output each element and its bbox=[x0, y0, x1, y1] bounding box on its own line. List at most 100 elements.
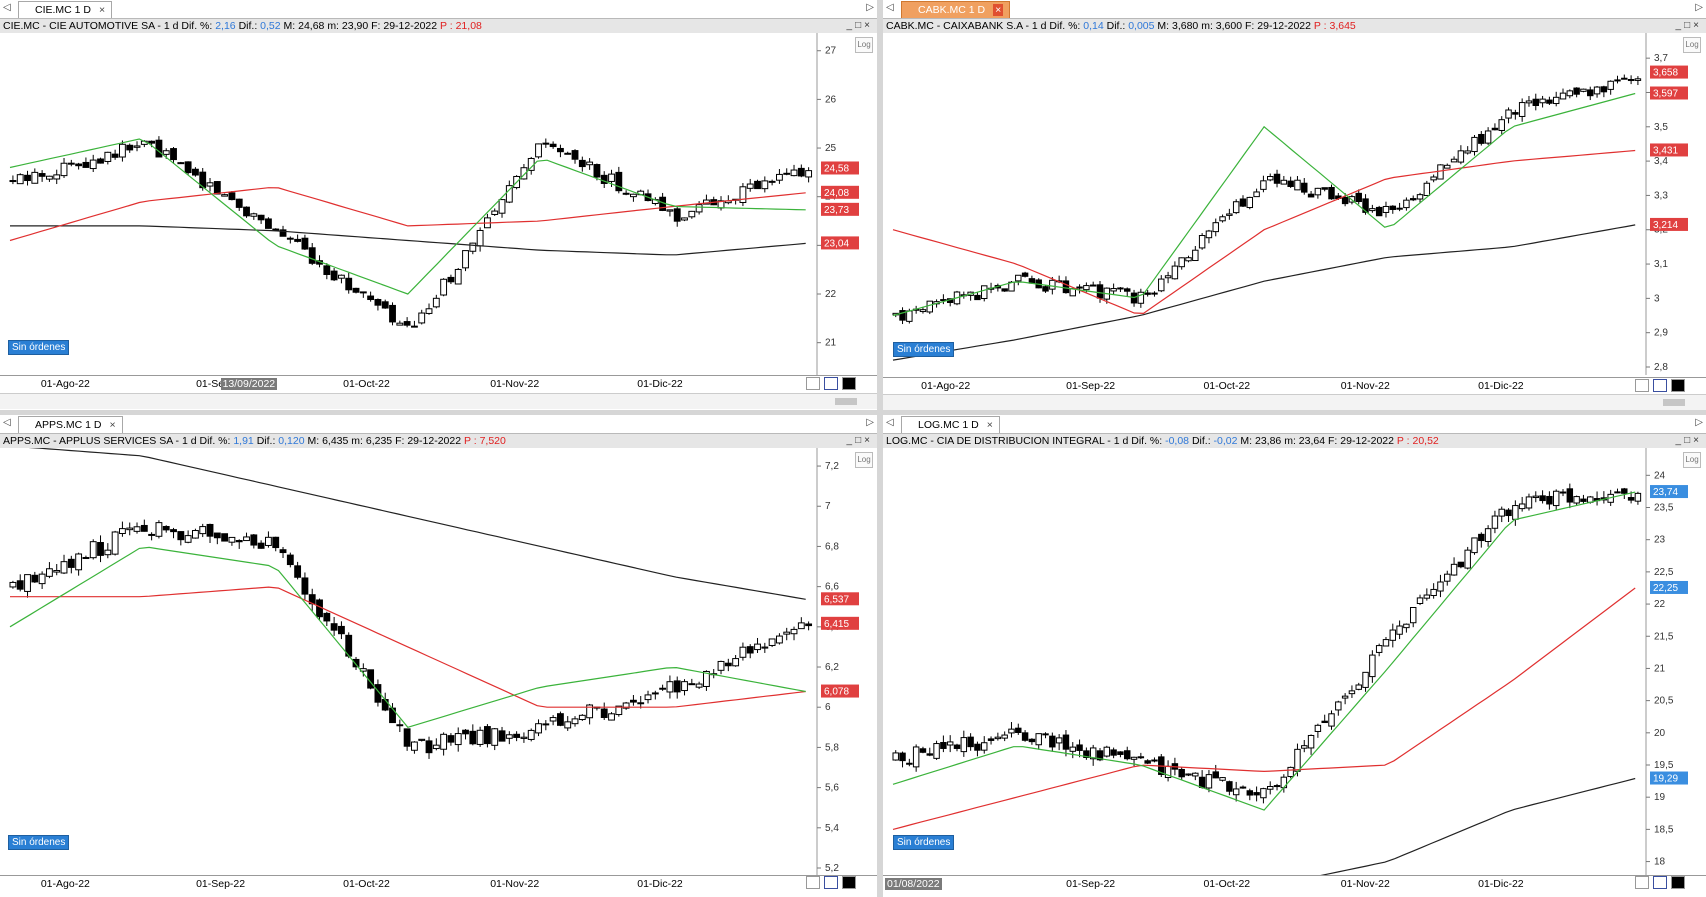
candle[interactable] bbox=[940, 735, 947, 753]
save-icon[interactable] bbox=[1653, 876, 1667, 889]
candle[interactable] bbox=[1287, 766, 1294, 779]
candle[interactable] bbox=[1498, 506, 1505, 523]
candle[interactable] bbox=[1015, 723, 1022, 735]
candle[interactable] bbox=[476, 726, 484, 747]
candle[interactable] bbox=[228, 191, 236, 201]
orders-button[interactable]: Sin órdenes bbox=[8, 835, 70, 850]
candle[interactable] bbox=[1042, 285, 1049, 293]
candle[interactable] bbox=[688, 678, 696, 686]
candle[interactable] bbox=[330, 267, 338, 282]
candle[interactable] bbox=[432, 738, 440, 751]
candle[interactable] bbox=[505, 180, 513, 204]
candle[interactable] bbox=[484, 213, 491, 229]
candle[interactable] bbox=[265, 217, 272, 229]
candle[interactable] bbox=[1137, 752, 1145, 760]
window-buttons[interactable]: _□× bbox=[846, 20, 873, 31]
candle[interactable] bbox=[1457, 561, 1465, 569]
candle[interactable] bbox=[294, 234, 302, 243]
candle[interactable] bbox=[1362, 671, 1369, 692]
candle[interactable] bbox=[571, 716, 579, 727]
candle[interactable] bbox=[498, 198, 506, 218]
candle[interactable] bbox=[1212, 218, 1219, 237]
candle[interactable] bbox=[926, 300, 933, 315]
candle[interactable] bbox=[1055, 734, 1063, 751]
candle[interactable] bbox=[133, 522, 141, 534]
candle[interactable] bbox=[1151, 291, 1158, 297]
candle[interactable] bbox=[600, 702, 608, 720]
candle[interactable] bbox=[688, 210, 696, 219]
candle[interactable] bbox=[67, 159, 75, 167]
candle[interactable] bbox=[739, 183, 747, 207]
candle[interactable] bbox=[805, 167, 813, 183]
candle[interactable] bbox=[447, 733, 455, 746]
candle[interactable] bbox=[1301, 178, 1308, 195]
candle[interactable] bbox=[1430, 583, 1437, 599]
candle[interactable] bbox=[469, 242, 477, 255]
candle[interactable] bbox=[38, 571, 46, 589]
candle[interactable] bbox=[89, 539, 97, 560]
candle[interactable] bbox=[1341, 192, 1349, 207]
candle[interactable] bbox=[89, 154, 97, 173]
candle[interactable] bbox=[768, 179, 776, 186]
candle[interactable] bbox=[987, 736, 995, 745]
candle[interactable] bbox=[1552, 91, 1560, 107]
candle[interactable] bbox=[1546, 96, 1553, 105]
candle[interactable] bbox=[213, 532, 221, 545]
candle[interactable] bbox=[16, 173, 24, 185]
candle[interactable] bbox=[1260, 787, 1267, 804]
candle[interactable] bbox=[454, 267, 462, 285]
candle[interactable] bbox=[1144, 289, 1151, 297]
candle[interactable] bbox=[805, 621, 813, 631]
candle[interactable] bbox=[746, 644, 754, 659]
candle[interactable] bbox=[1035, 278, 1042, 289]
candle[interactable] bbox=[1307, 191, 1315, 198]
candle[interactable] bbox=[967, 733, 974, 751]
candle[interactable] bbox=[1198, 770, 1206, 789]
candle[interactable] bbox=[53, 564, 61, 576]
candle[interactable] bbox=[912, 744, 920, 772]
candle[interactable] bbox=[308, 243, 316, 266]
candle[interactable] bbox=[140, 519, 148, 532]
candle[interactable] bbox=[790, 164, 798, 177]
candle[interactable] bbox=[1219, 777, 1226, 782]
candle[interactable] bbox=[1117, 287, 1124, 293]
color-icon[interactable] bbox=[842, 377, 856, 390]
candle[interactable] bbox=[1505, 508, 1512, 522]
candle[interactable] bbox=[557, 711, 564, 727]
candle[interactable] bbox=[162, 525, 170, 533]
candle[interactable] bbox=[1164, 760, 1172, 782]
candle[interactable] bbox=[1117, 751, 1124, 758]
chart-tools[interactable] bbox=[802, 377, 856, 391]
candle[interactable] bbox=[549, 141, 557, 149]
candle[interactable] bbox=[637, 695, 645, 709]
tab-scroll-left-icon[interactable]: ◁ bbox=[3, 417, 11, 428]
candle[interactable] bbox=[265, 531, 272, 548]
candle[interactable] bbox=[272, 228, 280, 231]
candle[interactable] bbox=[1267, 781, 1274, 795]
candle[interactable] bbox=[564, 151, 572, 155]
candle[interactable] bbox=[1178, 257, 1185, 270]
candle[interactable] bbox=[396, 719, 404, 733]
candle[interactable] bbox=[899, 307, 906, 325]
orders-button[interactable]: Sin órdenes bbox=[893, 342, 955, 357]
candle[interactable] bbox=[681, 217, 688, 222]
candle[interactable] bbox=[724, 195, 732, 205]
candle[interactable] bbox=[776, 169, 783, 184]
close-icon[interactable]: × bbox=[109, 419, 116, 431]
candle[interactable] bbox=[651, 690, 659, 700]
chart-tools[interactable] bbox=[1631, 876, 1685, 890]
candle[interactable] bbox=[148, 532, 156, 541]
candle[interactable] bbox=[564, 716, 572, 731]
candle[interactable] bbox=[498, 726, 506, 742]
tool-icon-1[interactable] bbox=[806, 876, 820, 889]
candle[interactable] bbox=[919, 306, 927, 314]
candle[interactable] bbox=[1396, 202, 1403, 212]
candle[interactable] bbox=[1260, 175, 1267, 193]
candle[interactable] bbox=[1403, 623, 1410, 633]
candle[interactable] bbox=[403, 317, 411, 328]
candle[interactable] bbox=[1382, 636, 1390, 647]
candle[interactable] bbox=[1083, 747, 1090, 760]
candle[interactable] bbox=[1205, 770, 1213, 793]
candle[interactable] bbox=[797, 617, 805, 630]
log-scale-toggle[interactable]: Log bbox=[855, 37, 873, 53]
